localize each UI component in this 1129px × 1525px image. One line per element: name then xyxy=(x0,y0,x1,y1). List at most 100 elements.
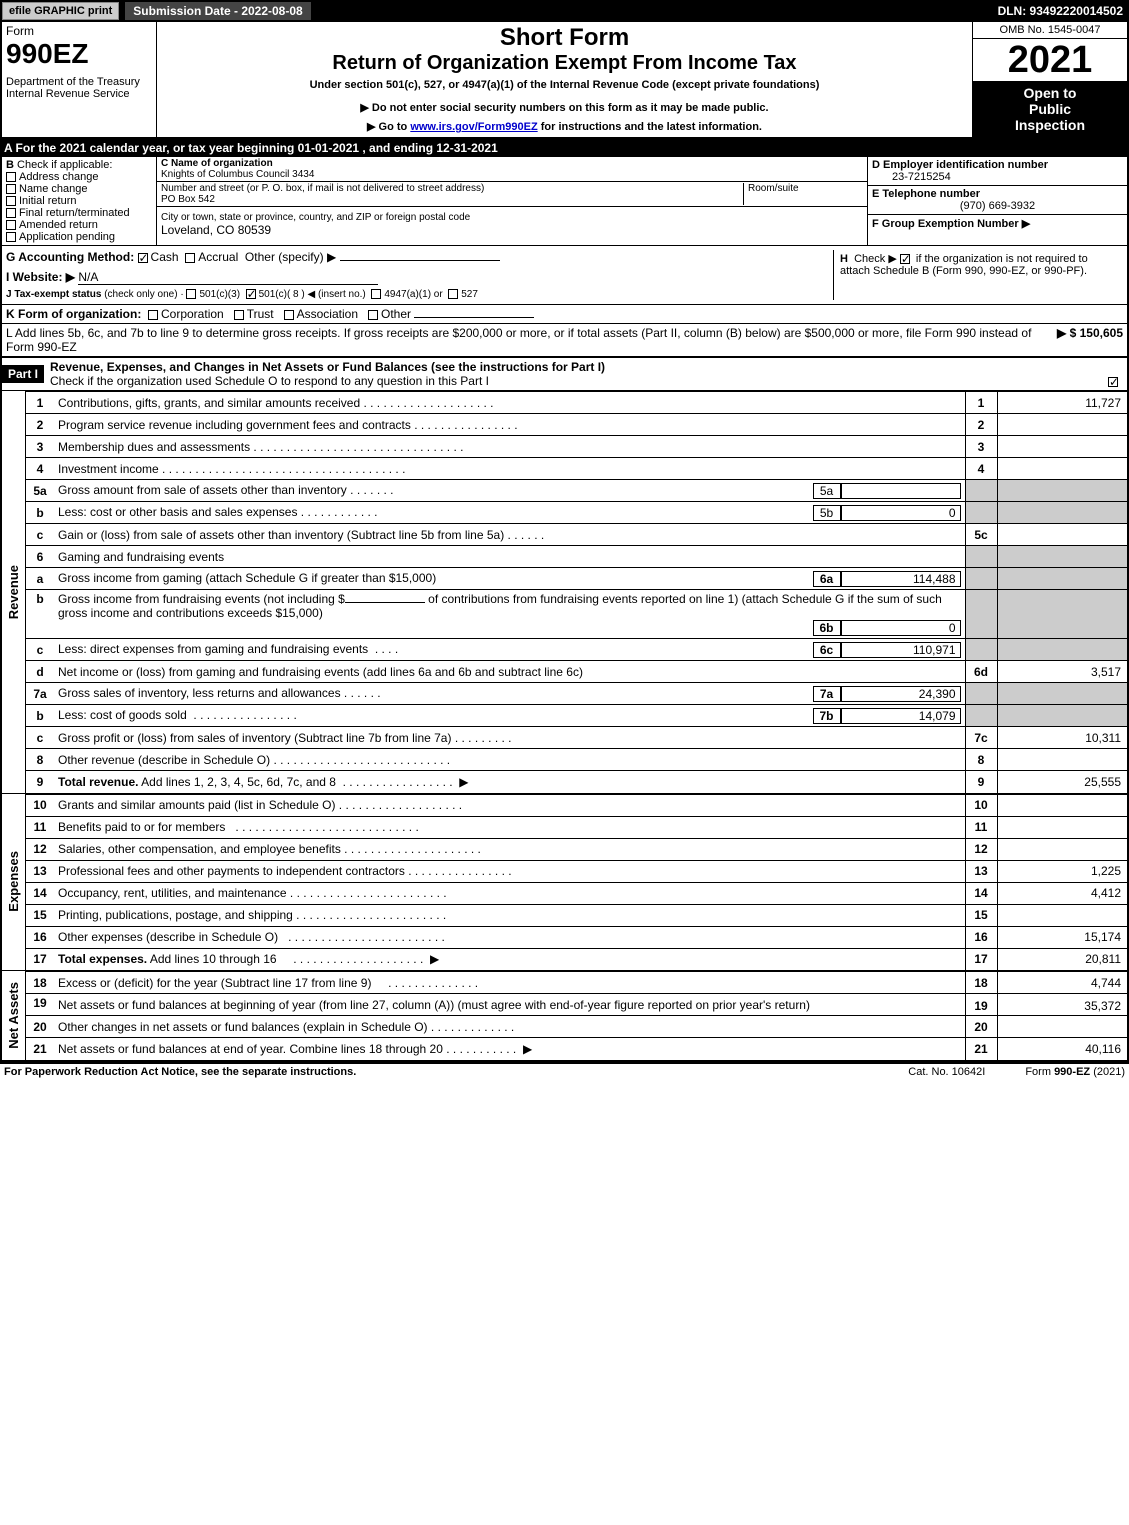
line-desc: Excess or (deficit) for the year (Subtra… xyxy=(58,976,371,990)
part1-title: Revenue, Expenses, and Changes in Net As… xyxy=(50,360,605,374)
line-num: b xyxy=(26,705,54,727)
line-desc: Grants and similar amounts paid (list in… xyxy=(58,798,335,812)
line-value xyxy=(997,816,1127,838)
sub-value: 14,079 xyxy=(841,708,961,724)
line-value: 35,372 xyxy=(997,994,1127,1016)
final-return-checkbox[interactable] xyxy=(6,208,16,218)
h-check-text: Check ▶ xyxy=(854,253,897,265)
line-desc: Contributions, gifts, grants, and simila… xyxy=(58,396,360,410)
revenue-table: 1 Contributions, gifts, grants, and simil… xyxy=(26,391,1127,793)
line-num: 5a xyxy=(26,480,54,502)
line-desc: Salaries, other compensation, and employ… xyxy=(58,842,341,856)
4947-checkbox[interactable] xyxy=(371,289,381,299)
line-value xyxy=(997,1016,1127,1038)
line-num: 10 xyxy=(26,794,54,816)
line-num: c xyxy=(26,639,54,661)
part-1: Part I Revenue, Expenses, and Changes in… xyxy=(0,358,1129,1062)
efile-print-button[interactable]: efile GRAPHIC print xyxy=(2,2,119,20)
line-num: 1 xyxy=(26,392,54,414)
527-label: 527 xyxy=(461,289,478,300)
line-num: 6 xyxy=(26,546,54,568)
line-value: 3,517 xyxy=(997,661,1127,683)
501c3-checkbox[interactable] xyxy=(186,289,196,299)
line-desc: Less: cost of goods sold xyxy=(58,708,187,722)
line-value: 15,174 xyxy=(997,926,1127,948)
name-change-checkbox[interactable] xyxy=(6,184,16,194)
line-desc: Gain or (loss) from sale of assets other… xyxy=(58,528,504,542)
sub-value: 24,390 xyxy=(841,686,961,702)
top-bar: efile GRAPHIC print Submission Date - 20… xyxy=(0,0,1129,22)
line-desc: Professional fees and other payments to … xyxy=(58,864,405,878)
section-g-h: G Accounting Method: Cash Accrual Other … xyxy=(0,246,1129,305)
footer-right: Form 990-EZ (2021) xyxy=(1025,1066,1125,1078)
b-label: B xyxy=(6,159,14,171)
c-label: C Name of organization xyxy=(161,158,273,169)
line-value xyxy=(997,414,1127,436)
line-num: 15 xyxy=(26,904,54,926)
527-checkbox[interactable] xyxy=(448,289,458,299)
addr-change-label: Address change xyxy=(19,171,99,183)
h-checkbox[interactable] xyxy=(900,254,910,264)
line-value xyxy=(997,524,1127,546)
app-pending-label: Application pending xyxy=(19,231,115,243)
j-label: J Tax-exempt status xyxy=(6,289,101,300)
tel-label: E Telephone number xyxy=(872,188,980,200)
room-label: Room/suite xyxy=(748,183,799,194)
section-k: K Form of organization: Corporation Trus… xyxy=(0,305,1129,324)
line-desc: Gross profit or (loss) from sales of inv… xyxy=(58,731,451,745)
street-value: PO Box 542 xyxy=(161,194,215,205)
revenue-side-label: Revenue xyxy=(6,565,21,619)
goto-link[interactable]: ▶ Go to www.irs.gov/Form990EZ for instru… xyxy=(161,120,968,133)
line-desc: Less: cost or other basis and sales expe… xyxy=(58,505,297,519)
section-h: H Check ▶ if the organization is not req… xyxy=(833,250,1123,300)
line-desc: Net assets or fund balances at beginning… xyxy=(54,994,965,1016)
other-org-checkbox[interactable] xyxy=(368,310,378,320)
line-desc: Investment income xyxy=(58,462,159,476)
amended-checkbox[interactable] xyxy=(6,220,16,230)
line-num: 2 xyxy=(26,414,54,436)
cash-checkbox[interactable] xyxy=(138,253,148,263)
501c-checkbox[interactable] xyxy=(246,289,256,299)
other-method-label: Other (specify) ▶ xyxy=(245,250,336,264)
accrual-label: Accrual xyxy=(198,250,238,264)
assoc-checkbox[interactable] xyxy=(284,310,294,320)
line-num: 7a xyxy=(26,683,54,705)
corp-checkbox[interactable] xyxy=(148,310,158,320)
sub-value: 110,971 xyxy=(841,642,961,658)
ssn-note: ▶ Do not enter social security numbers o… xyxy=(161,101,968,114)
group-label: F Group Exemption Number ▶ xyxy=(872,218,1030,230)
4947-label: 4947(a)(1) or xyxy=(384,289,442,300)
under-section: Under section 501(c), 527, or 4947(a)(1)… xyxy=(161,79,968,91)
accrual-checkbox[interactable] xyxy=(185,253,195,263)
line-num: d xyxy=(26,661,54,683)
corp-label: Corporation xyxy=(161,307,224,321)
line-num: 13 xyxy=(26,860,54,882)
trust-label: Trust xyxy=(247,307,274,321)
line-num: 9 xyxy=(26,771,54,793)
footer-left: For Paperwork Reduction Act Notice, see … xyxy=(4,1066,868,1078)
h-label: H xyxy=(840,253,848,265)
line-right-num: 20 xyxy=(965,1016,997,1038)
ein-label: D Employer identification number xyxy=(872,159,1123,171)
line-right-num: 14 xyxy=(965,882,997,904)
initial-return-checkbox[interactable] xyxy=(6,196,16,206)
addr-change-checkbox[interactable] xyxy=(6,172,16,182)
sub-line-num: 7b xyxy=(813,708,841,724)
line-num: 11 xyxy=(26,816,54,838)
line-num: c xyxy=(26,727,54,749)
line-right-num: 18 xyxy=(965,972,997,994)
initial-label: Initial return xyxy=(19,195,76,207)
app-pending-checkbox[interactable] xyxy=(6,232,16,242)
trust-checkbox[interactable] xyxy=(234,310,244,320)
line-right-num: 16 xyxy=(965,926,997,948)
line-right-num: 19 xyxy=(965,994,997,1016)
line-value xyxy=(997,794,1127,816)
line-desc: Gross sales of inventory, less returns a… xyxy=(58,686,341,700)
line-desc: Other changes in net assets or fund bala… xyxy=(58,1020,428,1034)
line-num: b xyxy=(26,502,54,524)
line-desc: Gross income from gaming (attach Schedul… xyxy=(58,571,436,585)
city-value: Loveland, CO 80539 xyxy=(161,223,271,237)
line-right-num: 10 xyxy=(965,794,997,816)
line-right-num: 13 xyxy=(965,860,997,882)
part1-schedule-o-checkbox[interactable] xyxy=(1108,377,1118,387)
